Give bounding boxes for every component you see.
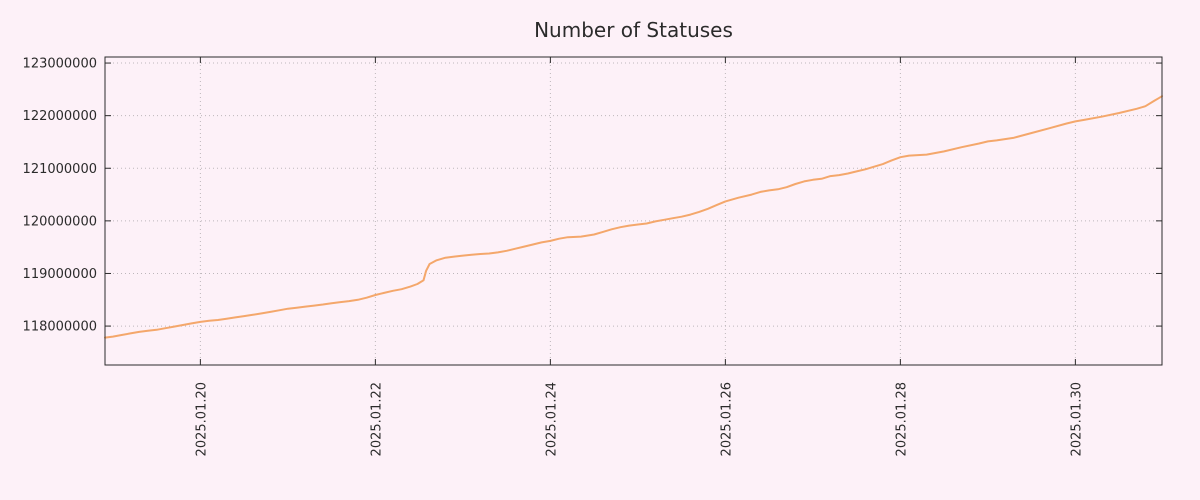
- plot-border: [104, 56, 1163, 366]
- series-line-statuses: [104, 95, 1163, 339]
- y-tick-label: 120000000: [23, 214, 97, 229]
- y-tick-label: 121000000: [23, 162, 97, 177]
- x-tick-label: 2025.01.28: [894, 382, 909, 456]
- x-tick-label: 2025.01.30: [1069, 382, 1084, 456]
- x-tick-label: 2025.01.22: [369, 382, 384, 456]
- x-tick-label: 2025.01.24: [544, 382, 559, 456]
- x-tick-label: 2025.01.26: [719, 382, 734, 456]
- y-tick-label: 122000000: [23, 109, 97, 124]
- y-tick-label: 123000000: [23, 57, 97, 72]
- chart-title: Number of Statuses: [534, 18, 733, 42]
- y-tick-label: 119000000: [23, 267, 97, 282]
- y-tick-label: 118000000: [23, 320, 97, 335]
- x-tick-label: 2025.01.20: [194, 382, 209, 456]
